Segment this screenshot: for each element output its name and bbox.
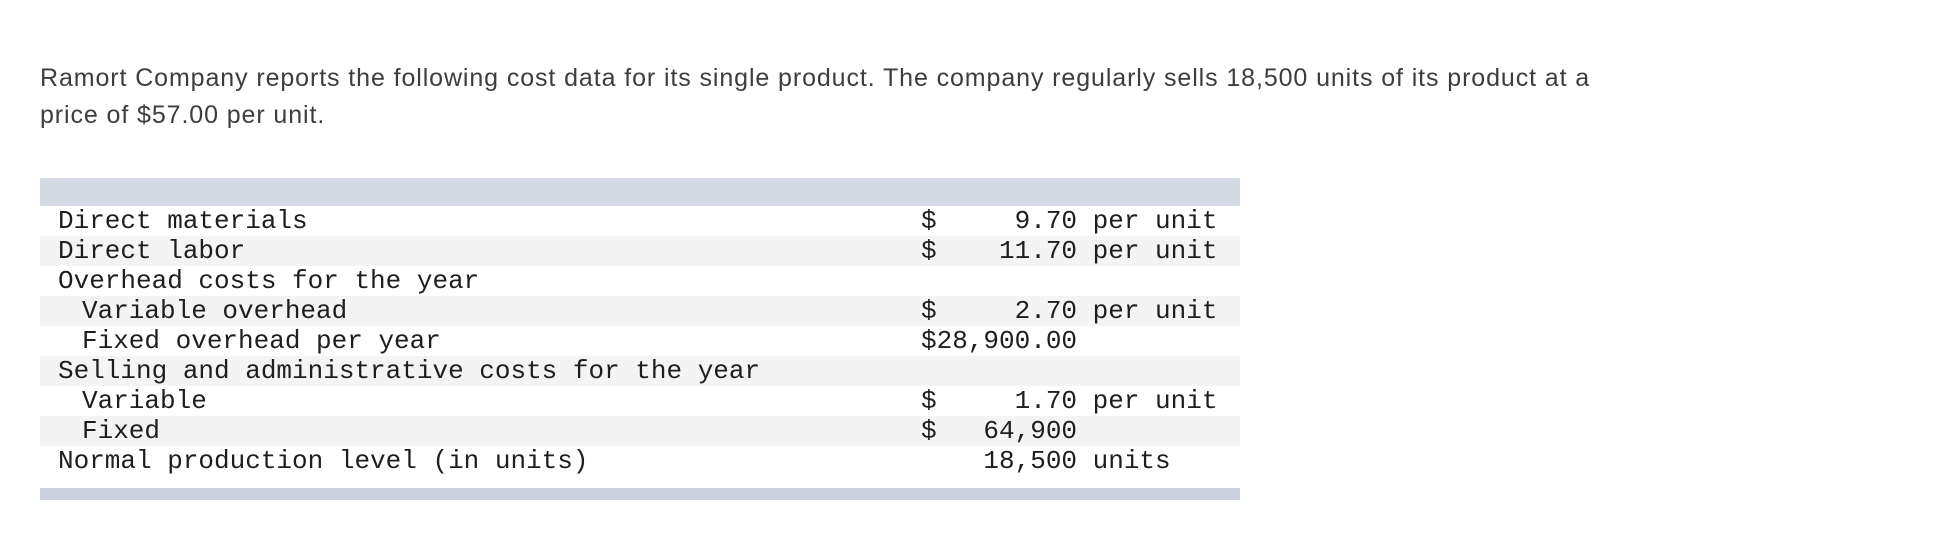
problem-statement-line-1: Ramort Company reports the following cos… [40,64,1591,92]
row-label: Fixed overhead per year [82,326,441,356]
row-label: Direct labor [58,236,246,266]
table-spacer [40,476,1240,488]
table-row: Variable $ 1.70 per unit [40,386,1240,416]
row-label: Fixed [82,416,161,446]
table-row: Variable overhead $ 2.70 per unit [40,296,1240,326]
table-header-bar [40,178,1240,206]
table-row: Fixed $ 64,900 [40,416,1240,446]
problem-statement: Ramort Company reports the following cos… [40,60,1590,134]
row-value: $ 64,900 [921,416,1078,446]
problem-statement-line-2: price of $57.00 per unit. [40,101,326,129]
row-label: Normal production level (in units) [58,446,589,476]
row-value: $ 2.70 per unit [921,296,1218,326]
row-label: Selling and administrative costs for the… [58,356,761,386]
row-value: $ 11.70 per unit [921,236,1218,266]
table-row: Normal production level (in units) 18,50… [40,446,1240,476]
table-row: Overhead costs for the year [40,266,1240,296]
table-row: Direct materials $ 9.70 per unit [40,206,1240,236]
table-footer-bar [40,488,1240,500]
row-value: $ 1.70 per unit [921,386,1218,416]
cost-data-table: Direct materials $ 9.70 per unit Direct la… [40,178,1240,500]
row-value: $28,900.00 [921,326,1078,356]
row-value: 18,500 units [921,446,1171,476]
row-label: Variable [82,386,207,416]
table-row: Selling and administrative costs for the… [40,356,1240,386]
table-row: Fixed overhead per year $28,900.00 [40,326,1240,356]
table-rows: Direct materials $ 9.70 per unit Direct la… [40,206,1240,476]
row-label: Overhead costs for the year [58,266,480,296]
table-row: Direct labor $ 11.70 per unit [40,236,1240,266]
row-label: Variable overhead [82,296,348,326]
row-label: Direct materials [58,206,308,236]
row-value: $ 9.70 per unit [921,206,1218,236]
